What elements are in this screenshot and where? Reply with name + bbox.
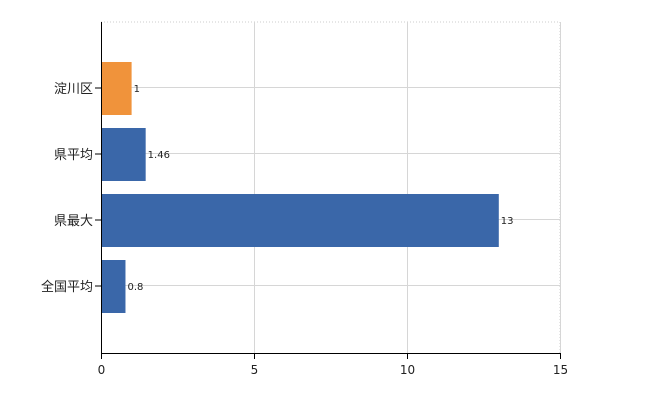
bar-1 bbox=[101, 128, 146, 181]
value-label-0: 1 bbox=[134, 84, 140, 95]
category-label-2: 県最大 bbox=[54, 214, 93, 229]
value-label-2: 13 bbox=[501, 216, 514, 227]
category-label-1: 県平均 bbox=[54, 148, 93, 163]
axes bbox=[95, 22, 561, 359]
bars bbox=[101, 62, 499, 313]
category-label-0: 淀川区 bbox=[54, 82, 93, 97]
grid-lines bbox=[101, 21, 561, 353]
x-tick-label-3: 15 bbox=[553, 363, 568, 377]
bar-0 bbox=[101, 62, 132, 115]
x-tick-label-0: 0 bbox=[98, 363, 106, 377]
x-tick-label-1: 5 bbox=[251, 363, 259, 377]
bar-3 bbox=[101, 260, 126, 313]
category-label-3: 全国平均 bbox=[41, 279, 93, 295]
x-tick-label-2: 10 bbox=[400, 363, 415, 377]
value-label-3: 0.8 bbox=[127, 282, 143, 293]
value-label-1: 1.46 bbox=[148, 150, 170, 161]
bar-2 bbox=[101, 194, 499, 247]
